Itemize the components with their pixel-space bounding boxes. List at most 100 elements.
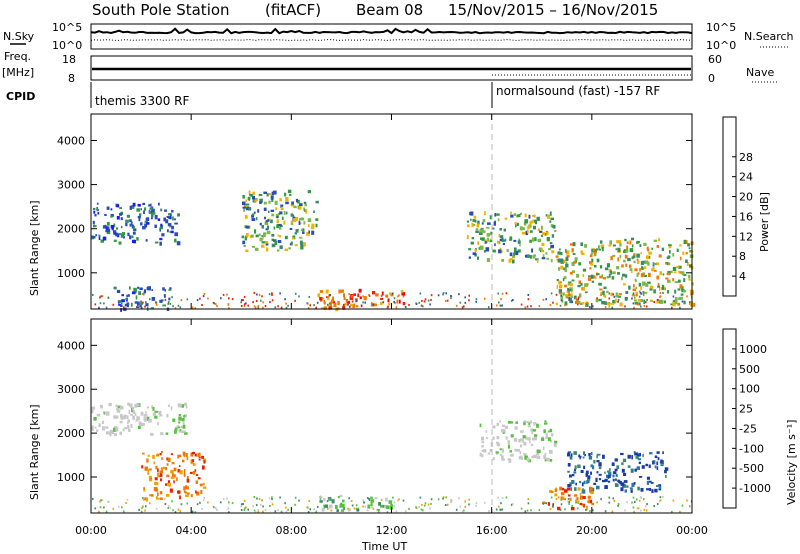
velocity-cell: [659, 496, 662, 499]
x-tick-label: 00:00: [676, 524, 708, 537]
velocity-cell: [319, 500, 323, 503]
power-cell: [565, 256, 569, 261]
power-cell: [228, 307, 230, 310]
power-cell: [585, 291, 588, 294]
power-cell: [608, 303, 611, 308]
velocity-cell: [328, 498, 331, 501]
power-cell: [129, 223, 132, 227]
velocity-cell: [165, 483, 168, 486]
power-cell: [437, 294, 440, 297]
velocity-cell: [159, 473, 163, 477]
velocity-cell: [543, 454, 546, 460]
power-cell: [638, 302, 641, 306]
velocity-cell: [622, 458, 627, 463]
power-cell: [670, 270, 673, 273]
velocity-cell: [484, 501, 486, 504]
velocity-cell: [260, 503, 262, 506]
velocity-cell: [203, 486, 207, 489]
power-cell: [610, 292, 613, 297]
power-cell: [343, 293, 345, 297]
power-cell: [617, 247, 621, 252]
power-cell: [167, 229, 169, 233]
velocity-cell: [143, 487, 145, 490]
power-cell: [393, 300, 395, 303]
velocity-cell: [330, 509, 333, 512]
power-cell: [513, 213, 517, 217]
velocity-cell: [99, 500, 101, 503]
velocity-cell: [382, 505, 385, 508]
power-cell: [490, 231, 493, 236]
power-cell: [113, 230, 117, 234]
velocity-cell: [656, 466, 659, 471]
velocity-cell: [463, 509, 465, 512]
velocity-cell: [576, 507, 579, 510]
power-cell: [592, 248, 596, 252]
velocity-cell: [376, 509, 380, 511]
velocity-cell: [560, 496, 563, 501]
velocity-cell: [596, 453, 601, 456]
power-cell: [124, 303, 128, 307]
velocity-cell: [198, 456, 201, 459]
power-cell: [118, 233, 123, 235]
velocity-cell: [101, 499, 104, 502]
power-cell: [517, 249, 521, 253]
power-cell: [242, 201, 246, 206]
power-cell: [290, 213, 293, 217]
velocity-cell: [377, 509, 380, 513]
power-cell: [303, 201, 307, 205]
power-cell: [323, 302, 326, 305]
power-cell: [137, 286, 140, 289]
power-cell: [648, 272, 651, 277]
velocity-cell: [500, 502, 502, 505]
power-cell: [567, 283, 571, 286]
velocity-cell: [350, 500, 353, 503]
velocity-cell: [197, 452, 201, 457]
velocity-cell: [388, 500, 393, 504]
velocity-cell: [152, 412, 156, 416]
power-cell: [131, 224, 134, 229]
power-cell: [656, 299, 659, 304]
power-cell: [313, 304, 315, 307]
velocity-cell: [123, 415, 127, 420]
power-cell: [141, 303, 143, 305]
velocity-colorbar-label: -100: [739, 442, 764, 455]
velocity-cell: [660, 459, 663, 464]
power-cell: [578, 293, 582, 298]
power-cell: [495, 304, 498, 307]
power-cell: [572, 253, 576, 255]
power-cell: [477, 256, 479, 260]
power-cell: [254, 199, 257, 202]
power-cell: [168, 213, 171, 216]
power-cell: [609, 240, 612, 245]
velocity-cell: [573, 451, 577, 455]
velocity-cell: [646, 503, 648, 506]
power-cell: [389, 292, 392, 296]
power-cell: [625, 291, 629, 294]
power-cell: [605, 302, 609, 305]
power-cell: [520, 303, 523, 306]
velocity-cell: [606, 470, 611, 473]
velocity-cell: [535, 453, 540, 456]
velocity-cell: [515, 421, 518, 424]
power-cell: [578, 280, 581, 285]
power-cell: [666, 256, 670, 259]
power-cell: [642, 281, 646, 286]
velocity-colorbar-label: -25: [739, 422, 757, 435]
power-cell: [145, 217, 150, 221]
beam-title: Beam 08: [356, 1, 423, 19]
power-cell: [105, 226, 108, 230]
power-cell: [129, 205, 132, 210]
velocity-cell: [199, 501, 201, 504]
power-cell: [568, 297, 571, 299]
velocity-cell: [545, 502, 547, 505]
power-cell: [292, 214, 295, 217]
power-cell: [632, 288, 637, 291]
velocity-cell: [590, 491, 594, 495]
power-cell: [216, 305, 218, 308]
velocity-cell: [613, 499, 616, 502]
freq-label-1: Freq.: [4, 50, 31, 63]
power-cell: [401, 292, 406, 296]
velocity-cell: [91, 425, 94, 429]
velocity-cell: [577, 487, 581, 491]
velocity-cell: [231, 502, 234, 505]
